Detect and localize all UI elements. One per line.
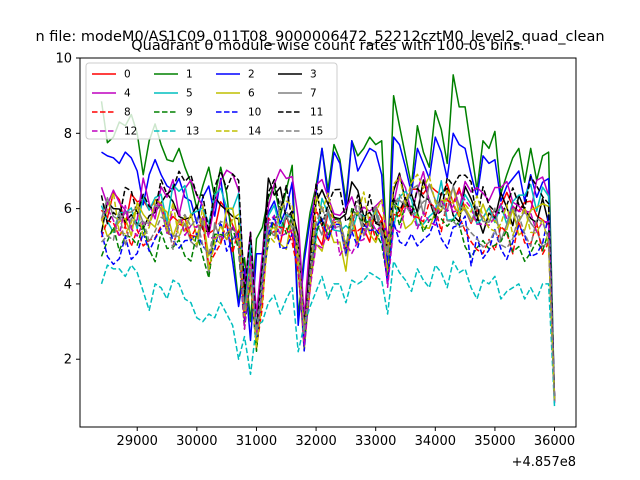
y-tick-label: 6 [64, 202, 72, 217]
x-offset-label: +4.857e8 [512, 455, 576, 470]
legend-label-15: 15 [310, 126, 323, 138]
series-line-1 [100, 74, 556, 401]
legend-label-13: 13 [186, 126, 199, 138]
legend-label-3: 3 [310, 69, 317, 81]
series-line-10 [100, 214, 556, 404]
chart-title: Quadrant 0 module wise count rates with … [131, 38, 525, 54]
series-line-5 [100, 179, 556, 400]
y-tick-label: 4 [64, 277, 72, 292]
series-line-2 [101, 132, 556, 401]
legend-label-0: 0 [124, 69, 131, 81]
x-tick-label: 34000 [415, 434, 456, 449]
x-tick-label: 36000 [534, 434, 575, 449]
x-tick-label: 29000 [117, 434, 158, 449]
series-line-14 [100, 173, 556, 400]
axes-frame [79, 57, 577, 428]
series-line-13 [100, 260, 556, 407]
legend-label-1: 1 [186, 69, 193, 81]
x-axis: 29000 30000 31000 32000 33000 34000 35000 36000 [117, 427, 575, 449]
legend-label-2: 2 [248, 69, 255, 81]
legend-label-14: 14 [248, 126, 262, 138]
legend-label-10: 10 [248, 107, 261, 119]
series-layer [100, 74, 556, 407]
legend-label-5: 5 [186, 88, 193, 100]
x-tick-label: 30000 [176, 434, 217, 449]
legend-frame [85, 62, 338, 140]
legend-label-8: 8 [124, 107, 131, 119]
series-line-4 [100, 168, 556, 397]
legend-label-12: 12 [124, 126, 137, 138]
legend-label-11: 11 [310, 107, 323, 119]
y-axis: 2 4 6 8 10 [55, 52, 80, 368]
y-tick-label: 2 [64, 353, 72, 368]
legend-label-6: 6 [248, 88, 255, 100]
x-tick-label: 35000 [474, 434, 515, 449]
legend-label-9: 9 [186, 107, 193, 119]
series-line-12 [100, 190, 556, 402]
y-tick-label: 8 [64, 127, 72, 142]
series-line-11 [100, 170, 556, 398]
x-tick-label: 33000 [355, 434, 396, 449]
legend-label-7: 7 [310, 88, 317, 100]
chart-suptitle: n file: modeM0/AS1C09_011T08_9000006472_… [35, 29, 604, 45]
legend-label-4: 4 [124, 88, 131, 100]
y-tick-label: 10 [55, 52, 72, 67]
series-line-15 [100, 193, 556, 401]
x-tick-label: 32000 [295, 434, 336, 449]
x-tick-label: 31000 [236, 434, 277, 449]
